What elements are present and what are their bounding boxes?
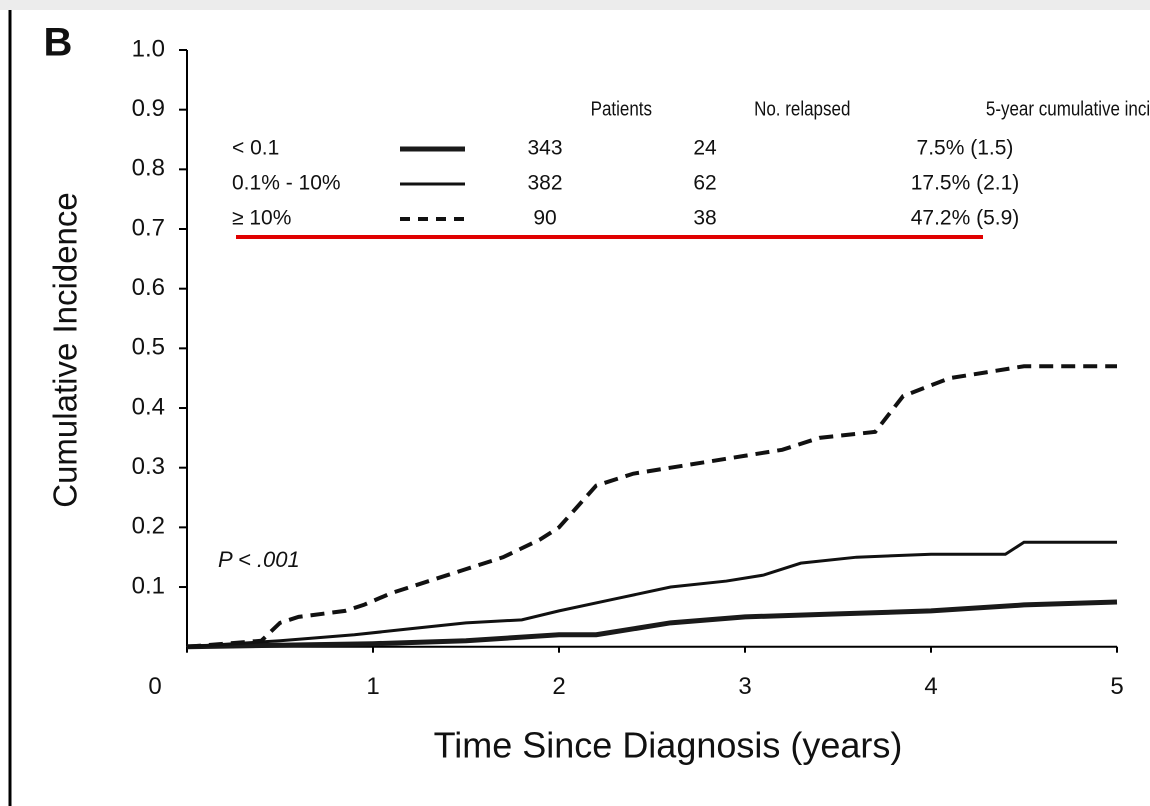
legend-label: < 0.1: [232, 137, 279, 160]
y-tick-label: 0.6: [132, 274, 165, 301]
table-header: 5-year cumulative incidence: [986, 97, 1150, 120]
table-relapsed: 38: [693, 207, 716, 230]
y-tick-label: 0.4: [132, 393, 165, 420]
y-tick-label: 0.5: [132, 334, 165, 361]
y-tick-label: 0.3: [132, 453, 165, 480]
x-tick-label: 4: [924, 673, 937, 700]
legend-label: ≥ 10%: [232, 207, 291, 230]
table-patients: 343: [527, 137, 562, 160]
y-tick-label: 0.2: [132, 513, 165, 540]
p-value: P < .001: [218, 547, 300, 572]
y-tick-label: 0.8: [132, 155, 165, 182]
series-line: [186, 599, 1118, 650]
table-relapsed: 24: [693, 137, 717, 160]
x-axis-label: Time Since Diagnosis (years): [434, 725, 903, 766]
top-bar: [0, 0, 1150, 10]
table-patients: 90: [533, 207, 556, 230]
table-patients: 382: [527, 172, 562, 195]
legend-label: 0.1% - 10%: [232, 172, 341, 195]
table-header: No. relapsed: [754, 97, 850, 120]
table-incidence: 17.5% (2.1): [911, 172, 1020, 195]
y-axis-label: Cumulative Incidence: [47, 192, 84, 508]
y-tick-label: 1.0: [132, 35, 165, 62]
y-tick-label: 0.9: [132, 95, 165, 122]
x-tick-label: 3: [738, 673, 751, 700]
y-tick-label: 0.1: [132, 572, 165, 599]
x-tick-label: 1: [366, 673, 379, 700]
x-tick-label: 2: [552, 673, 565, 700]
table-relapsed: 62: [693, 172, 716, 195]
table-incidence: 47.2% (5.9): [911, 207, 1020, 230]
panel-label: B: [44, 21, 73, 65]
table-incidence: 7.5% (1.5): [917, 137, 1014, 160]
series-line: [186, 540, 1117, 649]
y-tick-label: 0.7: [132, 214, 165, 241]
x-tick-label: 0: [148, 673, 161, 700]
table-header: Patients: [591, 97, 652, 120]
x-tick-label: 5: [1110, 673, 1123, 700]
series-line: [186, 364, 1117, 649]
